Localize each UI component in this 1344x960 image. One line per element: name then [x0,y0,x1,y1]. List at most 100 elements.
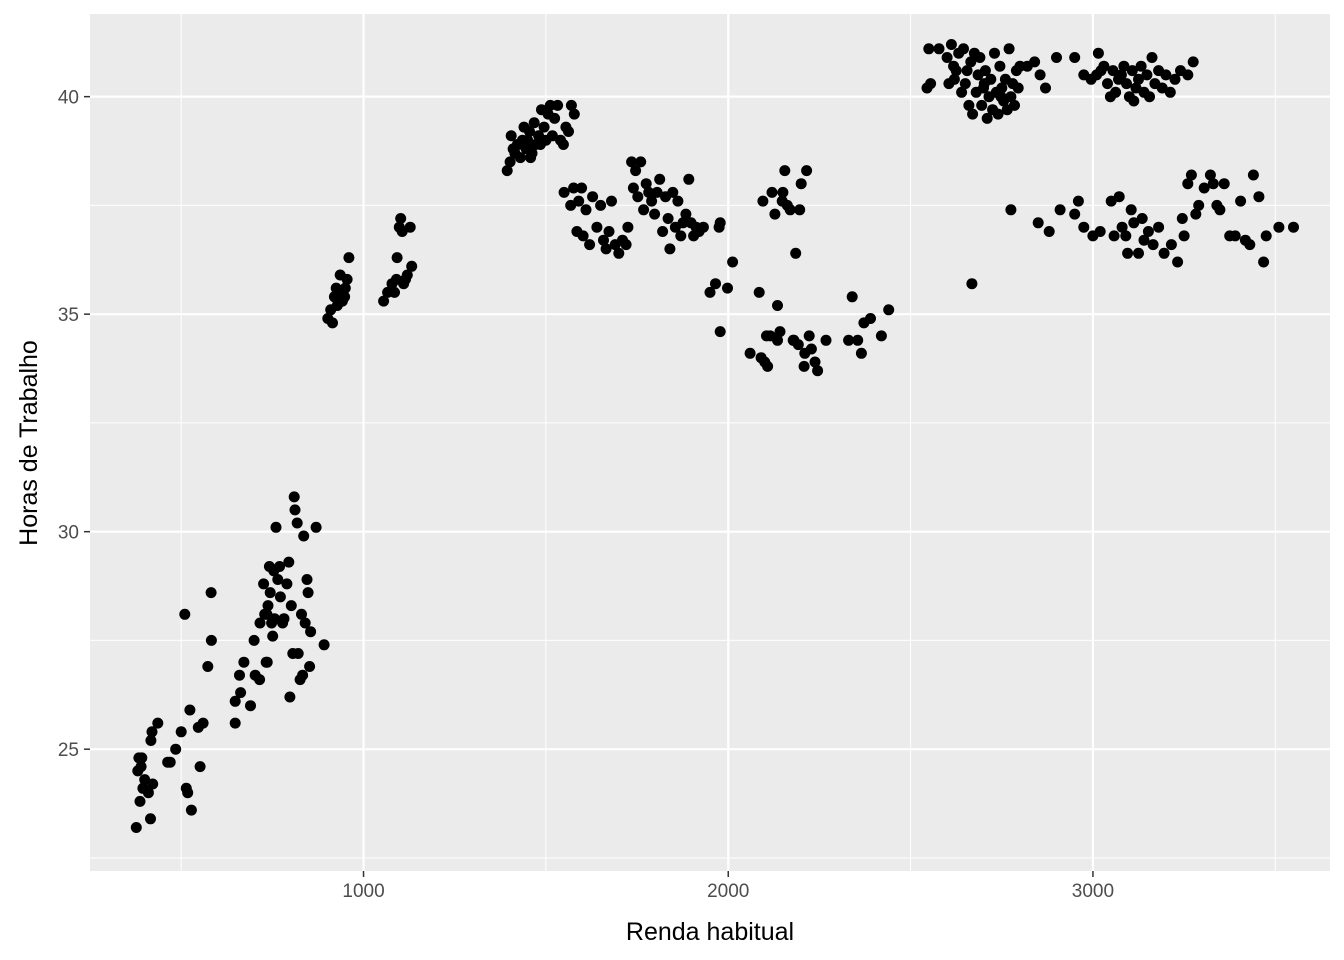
data-point [1051,52,1062,63]
data-point [667,186,679,198]
data-point [378,295,390,307]
data-point [327,317,338,329]
data-point [744,347,756,359]
data-point [147,778,159,790]
data-point [963,99,975,111]
data-point [1218,178,1230,190]
data-point [799,347,811,359]
data-point [546,130,558,142]
data-point [981,112,993,124]
data-point [245,700,256,712]
data-point [1121,78,1132,90]
data-point [657,226,669,237]
y-tick-label: 35 [58,305,79,326]
data-point [261,608,273,620]
data-point [1043,226,1055,237]
data-point [1185,169,1197,181]
data-point [923,43,935,55]
data-point [310,521,322,533]
data-point [145,735,157,746]
data-point [933,43,945,55]
data-point [948,73,960,85]
data-point [622,221,634,233]
data-point [1128,95,1140,107]
data-point [722,282,733,294]
data-point [1122,247,1134,259]
data-point [784,204,796,216]
data-point [568,182,580,194]
data-point [683,173,695,185]
x-tick-label: 2000 [707,881,749,902]
data-point [820,334,832,346]
data-point [600,243,612,255]
data-point [298,530,310,542]
data-point [292,648,304,659]
data-point [941,52,953,63]
data-point [961,65,973,77]
y-axis-ticks: 25 30 35 40 [58,88,90,761]
data-point [1098,60,1110,72]
data-point [812,365,824,377]
data-point [632,191,644,203]
data-point [1120,230,1132,242]
data-point [772,300,783,311]
data-point [513,139,524,150]
data-point [274,561,286,572]
data-point [646,195,658,207]
data-point [558,186,570,198]
data-point [753,286,765,298]
data-point [136,752,148,764]
data-point [339,291,351,303]
data-point [266,617,278,629]
data-point [803,330,815,342]
data-point [391,252,403,264]
data-point [1144,91,1155,103]
data-point [270,521,282,533]
data-point [1142,226,1154,237]
data-point [304,661,316,672]
y-axis-title: Horas de Trabalho [15,340,43,546]
data-point [254,617,266,629]
data-point [640,178,652,190]
data-point [788,334,800,346]
data-point [1078,221,1090,233]
data-point [289,504,301,516]
data-points [130,39,1299,833]
data-point [1128,217,1140,229]
data-point [950,65,962,77]
data-point [865,313,876,324]
data-point [852,334,864,346]
data-point [1190,208,1202,220]
data-point [1258,256,1270,268]
data-point [635,156,647,168]
data-point [664,243,676,255]
data-point [1092,47,1104,59]
data-point [1182,69,1194,81]
data-point [261,656,273,668]
data-point [1169,73,1181,85]
data-point [145,813,156,825]
data-point [229,695,241,707]
data-point [651,186,663,198]
data-point [522,134,534,146]
data-point [595,199,607,211]
data-point [299,617,311,629]
data-point [205,587,217,599]
data-point [1182,178,1194,190]
data-point [680,208,692,220]
data-point [989,47,1000,59]
data-point [672,195,684,207]
data-point [1125,204,1137,216]
data-point [1207,178,1219,190]
data-point [1040,82,1051,94]
data-point [1156,82,1168,94]
data-point [1110,86,1122,98]
data-point [1229,230,1241,242]
data-point [274,591,286,603]
data-point [152,717,164,729]
data-point [1176,213,1188,224]
data-point [185,804,197,816]
data-point [568,108,580,120]
data-point [704,286,716,298]
data-point [162,756,174,768]
